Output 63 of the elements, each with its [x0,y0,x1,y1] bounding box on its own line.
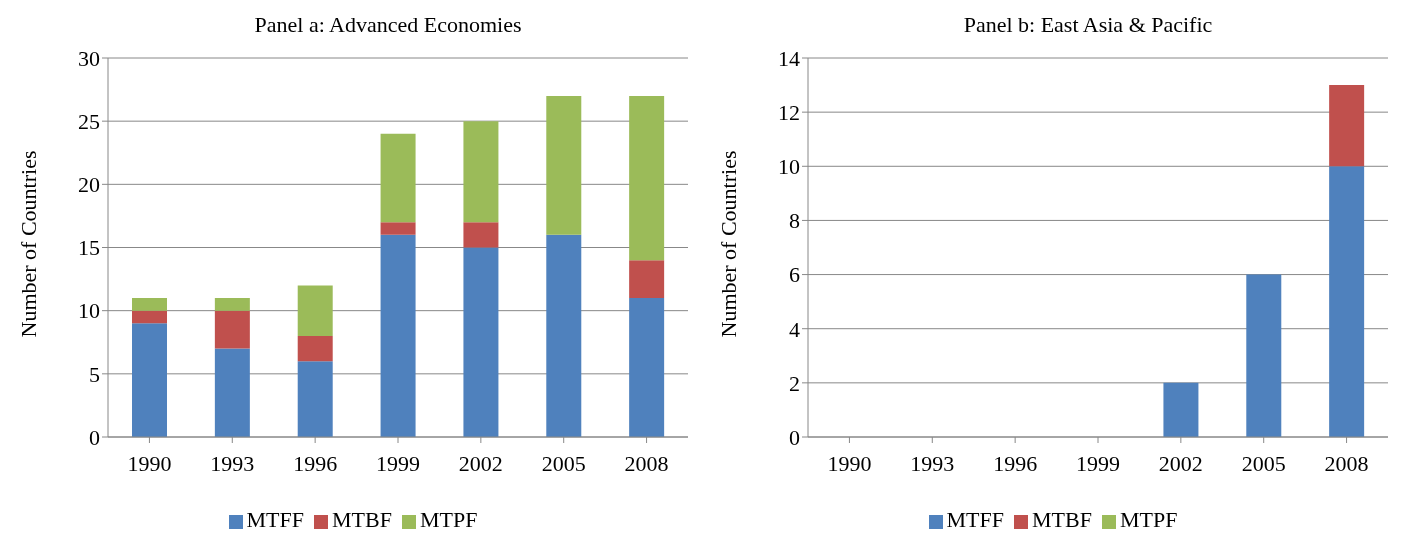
legend-label: MTFF [246,507,305,532]
bar [1246,274,1282,437]
bar [380,133,416,223]
bar [629,95,665,261]
y-tick-label: 4 [789,316,800,342]
x-tick-label: 2002 [458,450,503,476]
x-tick-label: 1999 [1076,450,1120,476]
bar [132,310,167,324]
bar [629,298,665,437]
y-tick-label: 25 [78,108,100,134]
bar [1163,382,1199,437]
x-tick-label: 1996 [993,450,1038,476]
chart-title: Panel a: Advanced Economies [254,12,522,37]
x-tick-label: 2005 [541,450,586,476]
y-tick-label: 10 [78,298,100,324]
bar [297,285,333,336]
bar [1329,85,1365,167]
x-tick-label: 2008 [624,450,669,476]
bar [297,361,333,437]
bar [1329,166,1365,437]
x-tick-label: 2008 [1324,450,1369,476]
bar [297,335,333,362]
bar [546,95,582,235]
y-tick-label: 12 [778,99,800,125]
y-tick-label: 15 [78,235,100,261]
legend-label: MTPF [419,507,478,532]
bar [380,234,416,437]
x-tick-label: 1990 [827,450,872,476]
y-axis-title: Number of Countries [715,150,741,338]
legend-label: MTBF [1032,507,1092,532]
bar [132,298,167,311]
y-tick-label: 10 [778,154,800,180]
chart-title: Panel b: East Asia & Pacific [963,12,1213,37]
bar [214,310,250,349]
y-tick-label: 20 [78,172,100,198]
bar [214,298,250,311]
legend-label: MTFF [946,507,1005,532]
y-tick-label: 5 [89,361,100,387]
y-tick-label: 0 [89,424,100,450]
bar [132,323,167,437]
y-tick-label: 6 [789,262,800,288]
bar [463,222,499,248]
y-tick-label: 0 [789,424,800,450]
bar [463,121,499,223]
bar [546,234,582,437]
x-tick-label: 2005 [1241,450,1286,476]
bar [629,260,665,299]
x-tick-label: 1999 [376,450,420,476]
x-tick-label: 1996 [293,450,338,476]
y-tick-label: 2 [789,370,800,396]
bar [463,247,499,437]
x-tick-label: 1993 [210,450,255,476]
bar [380,222,416,235]
y-axis-title: Number of Countries [15,150,41,338]
y-tick-label: 8 [789,208,800,234]
x-tick-label: 1990 [127,450,172,476]
y-tick-label: 14 [778,45,800,71]
legend-label: MTBF [332,507,392,532]
y-tick-label: 30 [78,45,100,71]
bar [214,348,250,437]
legend-label: MTPF [1119,507,1178,532]
x-tick-label: 1993 [910,450,955,476]
x-tick-label: 2002 [1158,450,1203,476]
